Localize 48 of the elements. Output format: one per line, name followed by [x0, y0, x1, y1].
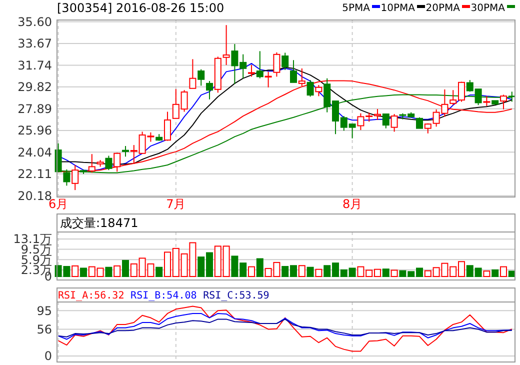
bar [390, 270, 398, 277]
legend-label: 5PMA [342, 3, 370, 14]
y-tick-label: 27.89 [18, 102, 52, 116]
y-tick-label: 25.96 [18, 124, 52, 138]
legend-label: 30PMA [470, 3, 506, 14]
line-series [58, 318, 512, 338]
bar [105, 266, 112, 277]
bar [114, 265, 121, 277]
y-tick-label: 33.67 [18, 36, 52, 51]
legend-label: 20PMA [426, 3, 460, 14]
y-tick-label: 35.60 [18, 14, 52, 29]
bar [80, 268, 87, 277]
legend-label: 10PMA [380, 3, 416, 14]
bar [382, 268, 390, 277]
series-label: RSI_B:54.08 [130, 290, 197, 302]
bar [122, 260, 129, 277]
bar [315, 268, 322, 277]
x-tick-label: 7月 [166, 197, 186, 211]
candlestick [290, 60, 297, 83]
bar [483, 270, 490, 277]
candlestick [189, 58, 196, 89]
bar [298, 265, 306, 277]
line-series [58, 312, 512, 340]
y-tick-label: 95 [36, 304, 52, 318]
chart-title: [300354] 2016-08-26 15:00 [57, 1, 224, 15]
line-series [58, 306, 512, 352]
y-tick-label: 56 [36, 322, 52, 336]
y-tick-label: 29.82 [18, 80, 52, 94]
y-tick-label: 22.11 [18, 167, 52, 182]
bar [508, 270, 516, 277]
y-tick-label: 24.04 [18, 145, 52, 160]
bar [256, 258, 264, 277]
series-label: RSI_C:53.59 [203, 290, 270, 302]
candlestick [222, 24, 230, 66]
y-tick-label: 31.74 [18, 58, 52, 72]
candlestick [282, 52, 289, 70]
text: RSI_A:56.32 [58, 290, 124, 302]
bar [500, 266, 507, 277]
chart-title: 成交量:18471 [60, 216, 138, 230]
y-tick-label: 0 [44, 349, 52, 364]
bar [306, 266, 314, 277]
x-tick-label: 8月 [342, 197, 362, 211]
candlestick [264, 71, 272, 88]
bar [492, 269, 499, 277]
bar [156, 266, 163, 277]
bar [72, 265, 79, 277]
bar [248, 266, 255, 277]
candlestick [382, 114, 390, 129]
